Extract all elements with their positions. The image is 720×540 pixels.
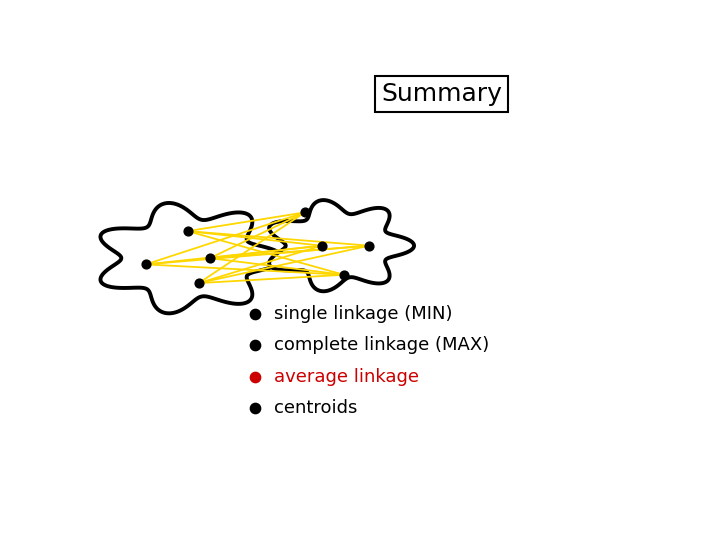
Point bbox=[249, 310, 261, 319]
Point bbox=[299, 208, 310, 217]
PathPatch shape bbox=[269, 200, 414, 291]
Point bbox=[140, 260, 152, 269]
Text: centroids: centroids bbox=[274, 399, 358, 417]
Point bbox=[249, 373, 261, 381]
Point bbox=[193, 279, 204, 287]
Point bbox=[338, 271, 350, 279]
Text: single linkage (MIN): single linkage (MIN) bbox=[274, 305, 453, 323]
Point bbox=[204, 254, 216, 262]
Text: average linkage: average linkage bbox=[274, 368, 419, 386]
Text: complete linkage (MAX): complete linkage (MAX) bbox=[274, 336, 490, 354]
Point bbox=[249, 403, 261, 412]
Point bbox=[316, 241, 328, 250]
Point bbox=[182, 227, 194, 235]
Text: Summary: Summary bbox=[381, 82, 502, 106]
Point bbox=[364, 241, 375, 250]
Point bbox=[249, 341, 261, 350]
PathPatch shape bbox=[101, 203, 283, 313]
